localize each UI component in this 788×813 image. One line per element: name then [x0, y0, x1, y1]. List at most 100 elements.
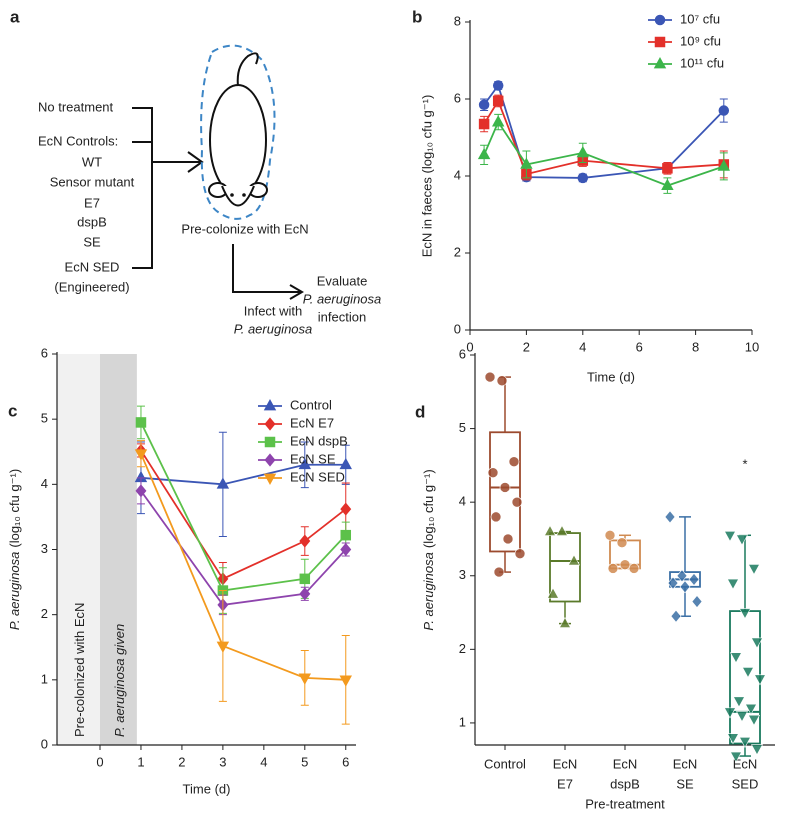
group-label: SE — [83, 234, 101, 249]
data-point — [487, 467, 499, 479]
marker — [135, 417, 147, 428]
data-point — [567, 554, 581, 566]
data-point — [546, 587, 560, 599]
legend-label: EcN E7 — [290, 415, 334, 430]
bracket — [132, 107, 304, 300]
marker — [654, 36, 666, 48]
y-tick-label: 5 — [41, 411, 48, 426]
marker — [339, 675, 352, 687]
data-point — [607, 563, 619, 574]
x-tick-label: SED — [732, 776, 759, 791]
y-axis-label-part: (log₁₀ cfu g⁻¹) — [7, 469, 22, 548]
marker — [492, 80, 504, 91]
series-line — [483, 83, 725, 179]
data-point — [555, 524, 569, 536]
box — [489, 431, 521, 553]
data-point — [496, 375, 508, 387]
data-point — [664, 510, 676, 524]
y-tick-label: 4 — [454, 167, 461, 182]
panel-label: a — [10, 7, 20, 26]
x-axis-label: Time (d) — [183, 781, 231, 796]
group-label: WT — [82, 154, 102, 169]
legend-label: EcN SED — [290, 469, 345, 484]
marker — [654, 14, 666, 26]
x-axis-label: Time (d) — [587, 369, 635, 384]
data-point — [738, 608, 752, 620]
x-tick-label: 6 — [636, 339, 643, 354]
data-point — [499, 482, 511, 493]
y-axis-label: EcN in faeces (log₁₀ cfu g⁻¹) — [419, 95, 434, 258]
y-tick-label: 3 — [41, 541, 48, 556]
x-tick-label: 5 — [301, 754, 308, 769]
x-tick-label: 0 — [96, 754, 103, 769]
x-tick-label: Control — [484, 756, 526, 771]
data-point — [744, 703, 758, 715]
series-line — [140, 453, 346, 681]
y-axis-label: P. aeruginosa (log₁₀ cfu g⁻¹) — [7, 469, 22, 630]
data-point — [726, 578, 740, 590]
panel-label: c — [8, 401, 17, 420]
y-tick-label: 6 — [41, 345, 48, 360]
x-tick-label: 3 — [219, 754, 226, 769]
panel-a: a No treatment EcN Controls: WT Sensor m… — [10, 7, 381, 336]
marker — [263, 399, 277, 411]
group-label: No treatment — [38, 99, 114, 114]
group-label: dspB — [77, 214, 107, 229]
x-tick-label: 2 — [523, 339, 530, 354]
y-axis-label: P. aeruginosa (log₁₀ cfu g⁻¹) — [421, 469, 436, 630]
data-point — [750, 744, 764, 756]
y-tick-label: 2 — [41, 606, 48, 621]
data-point — [676, 569, 688, 583]
marker — [718, 105, 730, 116]
data-point — [750, 637, 764, 649]
shaded-region — [100, 354, 137, 745]
data-point — [484, 371, 496, 383]
marker — [263, 473, 277, 485]
x-tick-label: 0 — [466, 339, 473, 354]
group-label: EcN SED — [65, 259, 120, 274]
step-label: Pre-colonize with EcN — [181, 221, 308, 236]
group-label: E7 — [84, 195, 100, 210]
shaded-region — [57, 354, 101, 745]
series-line — [483, 98, 724, 176]
data-point — [619, 559, 631, 571]
x-tick-label: 1 — [137, 754, 144, 769]
y-tick-label: 1 — [41, 671, 48, 686]
marker — [662, 163, 673, 174]
group-label: EcN Controls: — [38, 133, 118, 148]
x-tick-label: E7 — [557, 776, 573, 791]
y-tick-label: 4 — [459, 494, 466, 509]
mouse-icon — [200, 44, 276, 220]
marker — [264, 417, 276, 431]
marker — [653, 57, 667, 69]
data-point — [670, 609, 682, 623]
x-tick-label: dspB — [610, 776, 640, 791]
marker — [135, 484, 147, 498]
x-tick-label: 6 — [342, 754, 349, 769]
step-label: P. aeruginosa — [303, 291, 382, 306]
marker — [661, 178, 674, 190]
y-tick-label: 4 — [41, 476, 48, 491]
data-point — [558, 616, 572, 628]
data-point — [508, 456, 520, 467]
marker — [478, 118, 490, 130]
legend-label: Control — [290, 397, 332, 412]
data-point — [688, 572, 700, 586]
data-point — [667, 576, 679, 590]
y-tick-label: 0 — [41, 736, 48, 751]
step-label: Evaluate — [317, 273, 368, 288]
x-tick-label: EcN — [613, 756, 638, 771]
marker — [717, 159, 731, 171]
series-line — [140, 463, 346, 486]
y-axis-label-part: (log₁₀ cfu g⁻¹) — [421, 469, 436, 548]
data-point — [753, 674, 767, 686]
marker — [216, 641, 230, 653]
data-point — [729, 652, 743, 664]
step-label: Infect with — [244, 303, 303, 318]
data-point — [747, 564, 761, 576]
region-label: P. aeruginosa given — [112, 624, 127, 737]
x-axis-label: Pre-treatment — [585, 796, 665, 811]
series-line — [483, 120, 725, 187]
data-point — [502, 533, 514, 545]
